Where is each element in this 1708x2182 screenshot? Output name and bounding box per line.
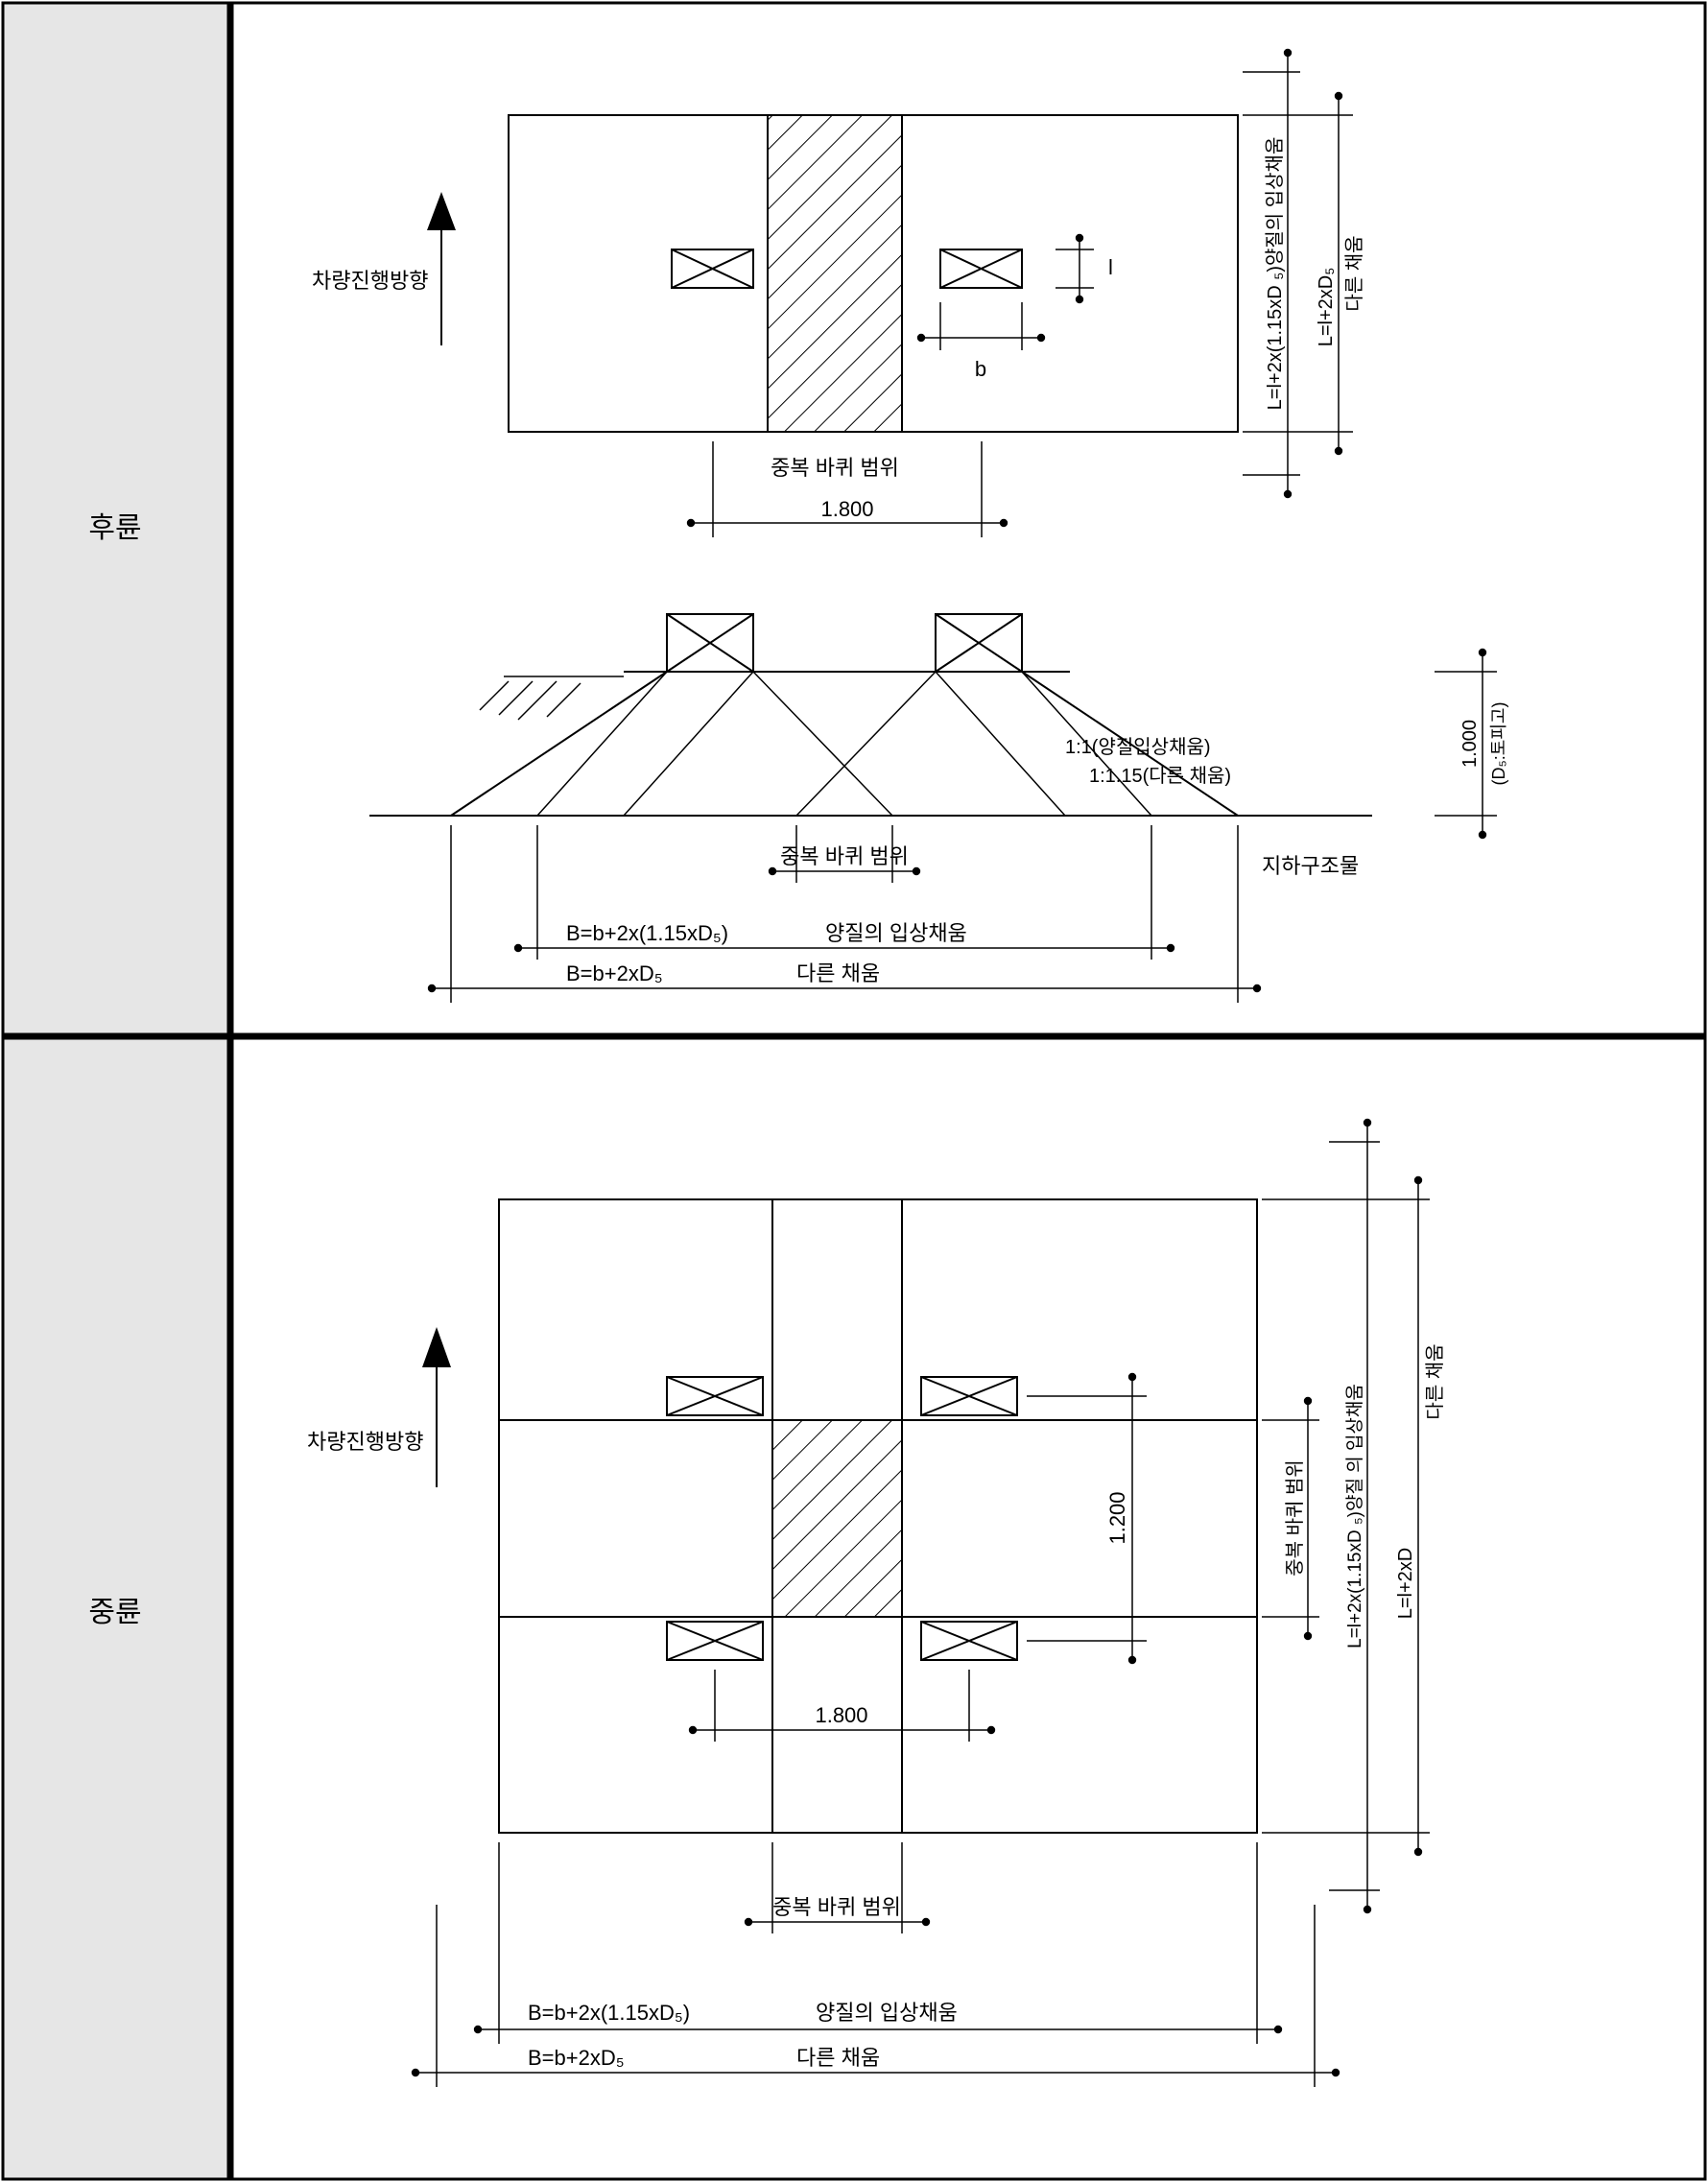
fill-other-label-2: 다른 채움 [796, 2046, 880, 2070]
b-formula-good-2: B=b+2x(1.15xD₅) [528, 2001, 690, 2025]
l-formula-other-v2: L=l+2xD [1395, 1548, 1416, 1620]
overlap-range-label-2: 중복 바퀴 범위 [780, 844, 909, 868]
wheel-icon [921, 1377, 1017, 1415]
plan-view-top: l b 차량진행방향 중복 바퀴 범위 1.800 [312, 53, 1365, 537]
dim-1800-mid: 1.800 [815, 1703, 867, 1727]
wheel-left-icon [672, 249, 753, 288]
arrow-up-icon [427, 192, 456, 230]
b-formula-other-2: B=b+2xD₅ [528, 2046, 625, 2070]
row1-label: 후륜 [88, 512, 141, 544]
ground-hatch-icon [480, 676, 624, 720]
row2-label: 중륜 [88, 1597, 141, 1628]
direction-label-2: 차량진행방향 [307, 1430, 423, 1454]
fill-good-label: 양질의 입상채움 [825, 921, 967, 945]
rear-wheel-diagram: l b 차량진행방향 중복 바퀴 범위 1.800 [312, 53, 1508, 1003]
overlap-range-vert: 중복 바퀴 범위 [1284, 1459, 1306, 1577]
dim-1000: 1.000 [1459, 720, 1481, 768]
slope-good-label: 1:1(양질입상채움) [1065, 736, 1211, 758]
underground-structure-label: 지하구조물 [1262, 854, 1359, 878]
wheel-left-section-icon [667, 614, 753, 672]
l-formula-other-v: L=l+2xD₅ [1316, 268, 1337, 347]
dim-l-label: l [1108, 255, 1113, 279]
wheel-right-icon [940, 249, 1022, 288]
fill-other-label: 다른 채움 [796, 961, 880, 985]
wheel-icon [667, 1377, 763, 1415]
wheel-right-section-icon [936, 614, 1022, 672]
overlap-range-label-3: 중복 바퀴 범위 [772, 1895, 901, 1919]
dim-b-label: b [975, 357, 986, 381]
plan-view-middle: 차량진행방향 1.800 1.200 중복 바퀴 범위 L=l [307, 1123, 1446, 2087]
fill-other-v1: 다른 채움 [1343, 235, 1365, 311]
wheel-icon [667, 1622, 763, 1660]
b-formula-other: B=b+2xD₅ [566, 961, 663, 985]
overlap-range-label: 중복 바퀴 범위 [771, 456, 899, 480]
arrow-up-icon [422, 1327, 451, 1367]
dim-1800-top: 1.800 [820, 497, 873, 521]
middle-wheel-diagram: 차량진행방향 1.800 1.200 중복 바퀴 범위 L=l [307, 1123, 1446, 2087]
dim-1200: 1.200 [1105, 1491, 1129, 1544]
wheel-icon [921, 1622, 1017, 1660]
fill-other-v2: 다른 채움 [1424, 1343, 1446, 1419]
depth-label: (D₅:토피고) [1489, 702, 1508, 786]
direction-label: 차량진행방향 [312, 269, 428, 293]
slope-other-label: 1:1.15(다른 채움) [1089, 765, 1231, 787]
l-formula-good-v2: L=l+2x(1.15xD ₅)양질 의 입상채움 [1344, 1384, 1365, 1648]
diagram-canvas: 후륜 중륜 [0, 0, 1708, 2182]
l-formula-good-v: L=l+2x(1.15xD ₅)양질의 입상채움 [1264, 137, 1286, 411]
fill-good-label-2: 양질의 입상채움 [816, 2001, 958, 2025]
section-view: 1:1(양질입상채움) 1:1.15(다른 채움) 지하구조물 중복 바퀴 범위… [369, 614, 1508, 1003]
b-formula-good: B=b+2x(1.15xD₅) [566, 921, 728, 945]
